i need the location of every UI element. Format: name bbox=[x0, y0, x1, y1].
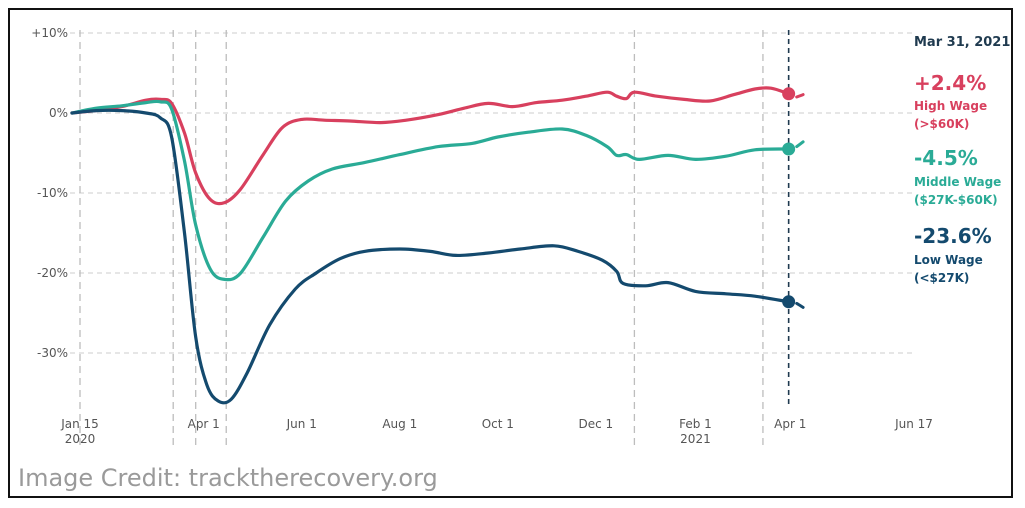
low-wage-point bbox=[782, 295, 796, 309]
high-wage-value-label: +2.4% bbox=[914, 71, 986, 95]
high-wage-point bbox=[782, 87, 796, 101]
high-wage-projection bbox=[795, 93, 805, 99]
image-credit: Image Credit: tracktherecovery.org bbox=[18, 464, 438, 492]
x-tick-label: Jan 15 bbox=[60, 417, 99, 431]
chart-frame bbox=[8, 8, 1013, 498]
x-tick-label: Dec 1 bbox=[578, 417, 613, 431]
series-lines bbox=[70, 86, 805, 405]
y-tick-label: 0% bbox=[49, 106, 68, 120]
middle-wage-range-label: ($27K-$60K) bbox=[914, 193, 998, 207]
x-tick-year-label: 2021 bbox=[680, 432, 711, 446]
y-tick-label: -20% bbox=[37, 266, 68, 280]
high-wage-line bbox=[70, 86, 791, 206]
middle-wage-name-label: Middle Wage bbox=[914, 175, 1001, 189]
x-tick-label: Apr 1 bbox=[188, 417, 220, 431]
marker-date-label: Mar 31, 2021 bbox=[914, 35, 1010, 50]
x-tick-label: Apr 1 bbox=[774, 417, 806, 431]
high-wage-range-label: (>$60K) bbox=[914, 117, 969, 131]
low-wage-value-label: -23.6% bbox=[914, 224, 992, 248]
y-tick-label: -30% bbox=[37, 346, 68, 360]
middle-wage-line bbox=[70, 99, 791, 282]
annotations: Mar 31, 2021 +2.4% High Wage (>$60K) -4.5% Mi… bbox=[914, 35, 1010, 285]
low-wage-projection bbox=[795, 301, 805, 309]
x-tick-label: Feb 1 bbox=[679, 417, 712, 431]
low-wage-line bbox=[70, 108, 791, 405]
x-tick-label: Aug 1 bbox=[382, 417, 417, 431]
x-tick-label: Jun 17 bbox=[894, 417, 933, 431]
x-tick-label: Jun 1 bbox=[286, 417, 317, 431]
middle-wage-value-label: -4.5% bbox=[914, 146, 978, 170]
middle-wage-point bbox=[782, 142, 796, 156]
y-tick-label: +10% bbox=[31, 26, 68, 40]
high-wage-name-label: High Wage bbox=[914, 99, 987, 113]
x-tick-label: Oct 1 bbox=[482, 417, 514, 431]
y-tick-label: -10% bbox=[37, 186, 68, 200]
y-axis: +10% 0% -10% -20% -30% bbox=[31, 26, 68, 360]
middle-wage-projection bbox=[795, 140, 805, 149]
low-wage-range-label: (<$27K) bbox=[914, 271, 969, 285]
low-wage-name-label: Low Wage bbox=[914, 253, 983, 267]
